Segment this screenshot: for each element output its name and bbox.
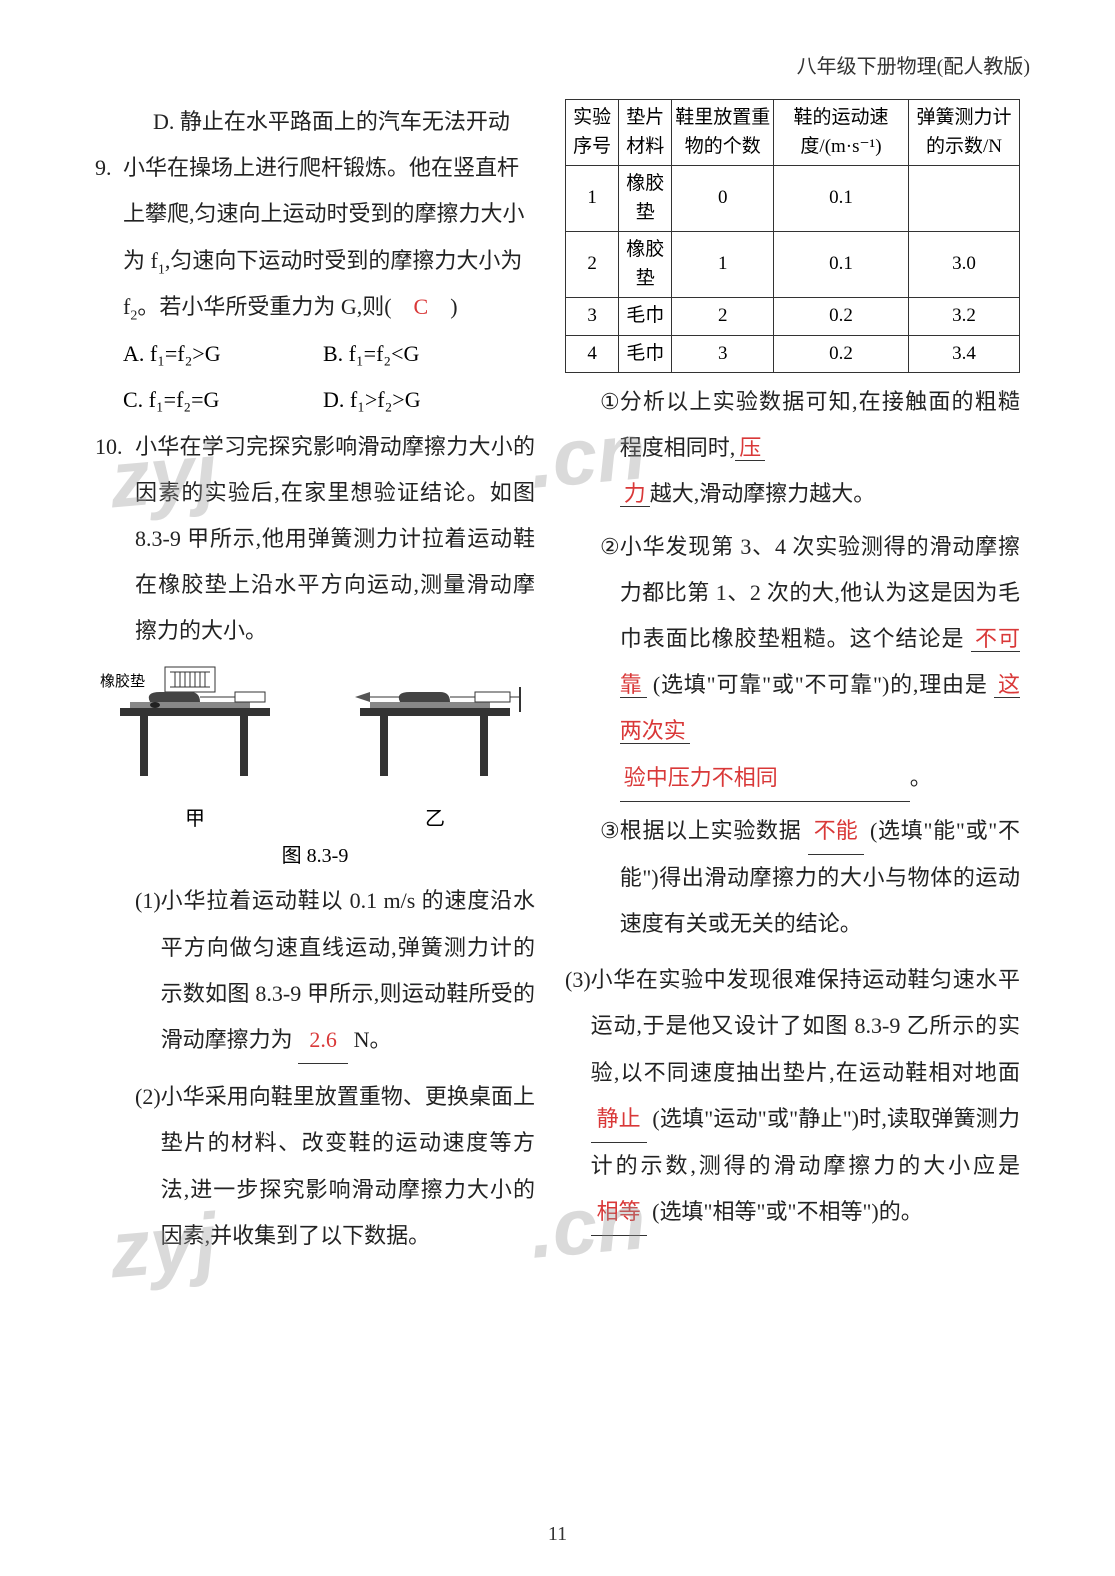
cell: 0.2: [774, 335, 909, 373]
sub3-ans1: 静止: [591, 1096, 647, 1143]
q10-sub2: (2) 小华采用向鞋里放置重物、更换桌面上垫片的材料、改变鞋的运动速度等方法,进…: [95, 1074, 535, 1259]
sub1-body: 小华拉着运动鞋以 0.1 m/s 的速度沿水平方向做匀速直线运动,弹簧测力计的示…: [161, 878, 535, 1064]
ana1-body: 分析以上实验数据可知,在接触面的粗糙程度相同时,压力越大,滑动摩擦力越大。: [620, 379, 1020, 518]
cell: 2: [672, 298, 774, 336]
ana2-t2: (选填"可靠"或"不可靠")的,理由是: [653, 672, 988, 697]
sub3-t2: (选填"运动"或"静止")时,读取弹簧测力计的示数,测得的滑动摩擦力的大小应是: [591, 1106, 1020, 1178]
cell: 3: [566, 298, 619, 336]
th-speed: 鞋的运动速度/(m·s⁻¹): [774, 100, 909, 166]
cell: 3: [672, 335, 774, 373]
cell: 0.1: [774, 166, 909, 232]
analysis-3: ③ 根据以上实验数据 不能 (选填"能"或"不能")得出滑动摩擦力的大小与物体的…: [565, 808, 1020, 948]
sub1-after: N。: [354, 1027, 392, 1052]
table-row: 1 橡胶垫 0 0.1: [566, 166, 1020, 232]
cell: 4: [566, 335, 619, 373]
analysis-1: ① 分析以上实验数据可知,在接触面的粗糙程度相同时,压力越大,滑动摩擦力越大。: [565, 379, 1020, 518]
sub3-t3: (选填"相等"或"不相等")的。: [652, 1199, 923, 1224]
q9-text-3: 。若小华所受重力为 G,则(: [137, 294, 413, 319]
figure-jia: 橡胶垫 甲: [105, 662, 285, 831]
ana2-t3: 。: [910, 765, 932, 790]
sub1-answer: 2.6: [298, 1017, 348, 1064]
table-row: 4 毛巾 3 0.2 3.4: [566, 335, 1020, 373]
ana2-t1: 小华发现第 3、4 次实验测得的滑动摩擦力都比第 1、2 次的大,他认为这是因为…: [620, 534, 1020, 651]
sub3-num: (3): [565, 957, 591, 1236]
q9-opt-c: C. f₁=f₂=G: [123, 377, 323, 423]
ana1-before: 分析以上实验数据可知,在接触面的粗糙程度相同时,: [620, 389, 1020, 460]
ana3-ans: 不能: [808, 808, 864, 855]
ana1-num: ①: [600, 379, 620, 518]
q10-sub1: (1) 小华拉着运动鞋以 0.1 m/s 的速度沿水平方向做匀速直线运动,弹簧测…: [95, 878, 535, 1064]
cell: 2: [566, 232, 619, 298]
ana1-ans1: 压: [735, 435, 765, 461]
sub2-body: 小华采用向鞋里放置重物、更换桌面上垫片的材料、改变鞋的运动速度等方法,进一步探究…: [161, 1074, 535, 1259]
cell: 3.4: [908, 335, 1019, 373]
th-material: 垫片材料: [619, 100, 672, 166]
cell: 橡胶垫: [619, 166, 672, 232]
q9-opt-b: B. f₁=f₂<G: [323, 331, 523, 377]
cell: 橡胶垫: [619, 232, 672, 298]
ana2-body: 小华发现第 3、4 次实验测得的滑动摩擦力都比第 1、2 次的大,他认为这是因为…: [620, 524, 1020, 802]
q10-sub3: (3) 小华在实验中发现很难保持运动鞋匀速水平运动,于是他又设计了如图 8.3-…: [565, 957, 1020, 1236]
table-row: 2 橡胶垫 1 0.1 3.0: [566, 232, 1020, 298]
cell: 3.2: [908, 298, 1019, 336]
ana1-after: 越大,滑动摩擦力越大。: [650, 481, 876, 506]
sub3-t1: 小华在实验中发现很难保持运动鞋匀速水平运动,于是他又设计了如图 8.3-9 乙所…: [591, 967, 1020, 1084]
cell: 毛巾: [619, 335, 672, 373]
th-force: 弹簧测力计的示数/N: [908, 100, 1019, 166]
q9-close: ): [428, 294, 457, 319]
q9-number: 9.: [95, 145, 123, 331]
cell: 毛巾: [619, 298, 672, 336]
ana3-num: ③: [600, 808, 620, 948]
rubber-pad-label: 橡胶垫: [100, 670, 145, 691]
ana1-ans2: 力: [620, 481, 650, 507]
cell: 1: [672, 232, 774, 298]
table-yi-svg: [345, 662, 525, 782]
sub2-num: (2): [135, 1074, 161, 1259]
q9-body: 小华在操场上进行爬杆锻炼。他在竖直杆上攀爬,匀速向上运动时受到的摩擦力大小为 f…: [123, 145, 535, 331]
cell: 0: [672, 166, 774, 232]
q9-answer: C: [414, 294, 429, 319]
page-header: 八年级下册物理(配人教版): [95, 50, 1040, 79]
ana3-body: 根据以上实验数据 不能 (选填"能"或"不能")得出滑动摩擦力的大小与物体的运动…: [620, 808, 1020, 948]
sub3-body: 小华在实验中发现很难保持运动鞋匀速水平运动,于是他又设计了如图 8.3-9 乙所…: [591, 957, 1020, 1236]
th-seq: 实验序号: [566, 100, 619, 166]
table-row: 3 毛巾 2 0.2 3.2: [566, 298, 1020, 336]
ana2-num: ②: [600, 524, 620, 802]
q10-number: 10.: [95, 424, 135, 655]
cell: 0.2: [774, 298, 909, 336]
th-weight-count: 鞋里放置重物的个数: [672, 100, 774, 166]
cell: 0.1: [774, 232, 909, 298]
right-column: 实验序号 垫片材料 鞋里放置重物的个数 鞋的运动速度/(m·s⁻¹) 弹簧测力计…: [565, 99, 1020, 1259]
q8-option-d: D. 静止在水平路面上的汽车无法开动: [95, 99, 535, 145]
sub3-ans2: 相等: [591, 1189, 647, 1236]
cell: [908, 166, 1019, 232]
cell: 1: [566, 166, 619, 232]
page-number: 11: [0, 1523, 1115, 1546]
figure-8-3-9: 橡胶垫 甲: [95, 662, 535, 831]
figure-yi: 乙: [345, 662, 525, 831]
sub1-before: 小华拉着运动鞋以 0.1 m/s 的速度沿水平方向做匀速直线运动,弹簧测力计的示…: [161, 888, 535, 1052]
q9-options: A. f₁=f₂>G B. f₁=f₂<G C. f₁=f₂=G D. f₁>f…: [95, 331, 535, 423]
question-9: 9. 小华在操场上进行爬杆锻炼。他在竖直杆上攀爬,匀速向上运动时受到的摩擦力大小…: [95, 145, 535, 331]
ana2-ans3: 验中压力不相同: [620, 755, 910, 802]
cell: 3.0: [908, 232, 1019, 298]
fig-label-yi: 乙: [425, 802, 445, 831]
analysis-2: ② 小华发现第 3、4 次实验测得的滑动摩擦力都比第 1、2 次的大,他认为这是…: [565, 524, 1020, 802]
fig-label-jia: 甲: [185, 802, 205, 831]
ana3-before: 根据以上实验数据: [620, 818, 802, 843]
q9-opt-a: A. f₁=f₂>G: [123, 331, 323, 377]
question-10: 10. 小华在学习完探究影响滑动摩擦力大小的因素的实验后,在家里想验证结论。如图…: [95, 424, 535, 655]
q10-intro: 小华在学习完探究影响滑动摩擦力大小的因素的实验后,在家里想验证结论。如图 8.3…: [135, 424, 535, 655]
experiment-data-table: 实验序号 垫片材料 鞋里放置重物的个数 鞋的运动速度/(m·s⁻¹) 弹簧测力计…: [565, 99, 1020, 373]
sub1-num: (1): [135, 878, 161, 1064]
left-column: D. 静止在水平路面上的汽车无法开动 9. 小华在操场上进行爬杆锻炼。他在竖直杆…: [95, 99, 535, 1259]
table-header-row: 实验序号 垫片材料 鞋里放置重物的个数 鞋的运动速度/(m·s⁻¹) 弹簧测力计…: [566, 100, 1020, 166]
q9-opt-d: D. f₁>f₂>G: [323, 377, 523, 423]
figure-caption: 图 8.3-9: [95, 839, 535, 868]
